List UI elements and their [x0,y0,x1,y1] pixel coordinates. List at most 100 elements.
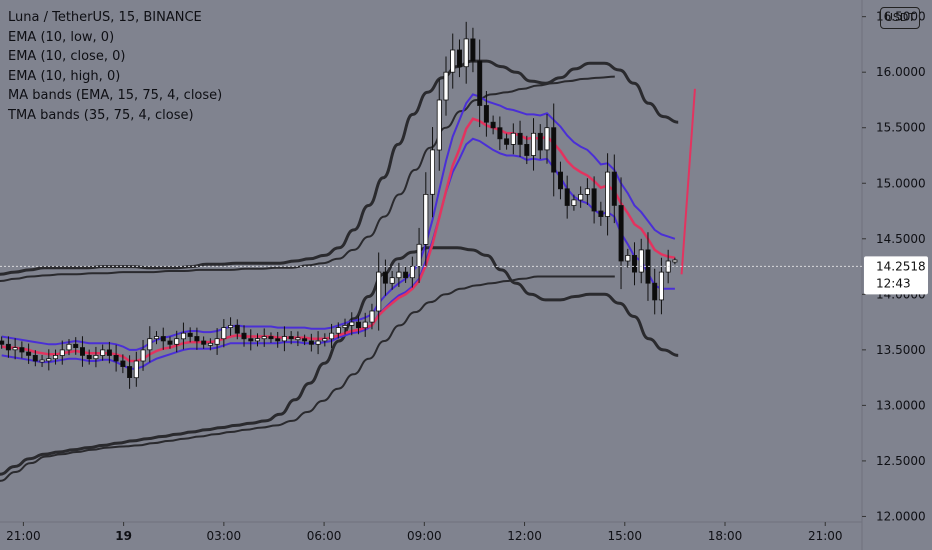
candle-body [443,71,449,101]
candle-body [241,332,247,340]
legend-ema-high[interactable]: EMA (10, high, 0) [8,68,121,84]
candle-body [551,127,557,173]
legend-tma-bands[interactable]: TMA bands (35, 75, 4, close) [8,107,194,123]
candle-body [228,324,234,328]
candle-body [19,347,25,353]
candle-body [167,340,173,345]
candle-body [517,132,523,145]
candle-body [605,171,611,217]
candle-body [598,210,604,217]
candle-body [409,266,415,279]
candle-body [73,343,79,348]
candle-body [80,347,86,356]
candle-body [32,354,38,362]
candle-body [524,143,530,156]
candle-body [483,105,489,123]
candle-body [403,271,409,279]
candle-body [456,49,462,68]
legend-symbol[interactable]: Luna / TetherUS, 15, BINANCE [8,10,202,25]
candle-body [39,359,45,363]
candle-body [625,254,631,262]
candle-body [389,277,395,284]
candle-body [531,132,537,156]
candle-body [322,338,328,342]
price-tick-label: 14.5000 [876,232,926,246]
candle-body [376,271,382,312]
candle-body [632,254,638,273]
time-tick-label: 15:00 [607,529,642,543]
candle-body [268,336,274,340]
current-price-value: 14.2518 [876,259,926,273]
candle-body [127,366,133,379]
candle-body [26,351,32,356]
candle-body [66,343,72,351]
time-tick-label: 03:00 [207,529,242,543]
time-tick-label: 18:00 [708,529,743,543]
candle-body [201,340,207,345]
candle-body [537,132,543,151]
candle-body [261,336,267,340]
candle-body [382,271,388,284]
candle-body [423,193,429,245]
candle-body [86,354,92,360]
chart-legend: Luna / TetherUS, 15, BINANCE EMA (10, lo… [8,8,222,125]
currency-unit-badge[interactable]: USDT [880,7,920,29]
candle-body [470,38,476,62]
candle-body [221,327,227,340]
candle-body [140,349,146,362]
candle-body [0,340,5,345]
candle-body [429,149,435,195]
candle-body [463,38,469,68]
candle-body [153,336,159,340]
candle-body [672,259,678,263]
candle-body [652,282,658,301]
candle-body [160,336,166,342]
price-tick-label: 15.0000 [876,176,926,190]
time-tick-label: 06:00 [307,529,342,543]
legend-ma-bands[interactable]: MA bands (EMA, 15, 75, 4, close) [8,88,223,103]
candle-body [308,340,314,345]
candle-body [490,121,496,129]
candle-body [591,188,597,212]
time-tick-label: 09:00 [407,529,442,543]
candle-body [584,188,590,195]
current-price-label-bg [864,256,928,295]
candle-body [46,358,52,362]
time-tick-label: 12:00 [507,529,542,543]
candle-body [571,199,577,206]
candle-body [436,99,442,151]
bar-countdown: 12:43 [876,276,911,290]
candle-body [295,337,301,341]
candle-body [611,171,617,206]
candle-body [53,354,59,360]
price-tick-label: 12.0000 [876,509,926,523]
candle-body [275,338,281,342]
candle-body [349,321,355,326]
time-tick-label: 21:00 [808,529,843,543]
price-tick-label: 15.5000 [876,121,926,135]
candle-body [564,188,570,206]
candle-body [288,336,294,340]
candle-body [329,332,335,340]
candle-body [578,193,584,201]
candle-body [214,338,220,345]
candle-body [369,310,375,323]
price-tick-label: 13.5000 [876,343,926,357]
candle-body [618,205,624,262]
candle-body [207,342,213,346]
candle-body [5,343,11,351]
candle-body [93,354,99,360]
candle-body [180,332,186,340]
price-tick-label: 13.0000 [876,398,926,412]
candle-body [355,321,361,329]
legend-ema-close[interactable]: EMA (10, close, 0) [8,49,126,64]
candle-body [510,132,516,145]
candle-body [450,49,456,73]
candle-body [544,127,550,151]
candle-body [194,336,200,342]
legend-ema-low[interactable]: EMA (10, low, 0) [8,29,115,45]
price-tick-label: 16.0000 [876,65,926,79]
candle-body [362,321,368,329]
candle-body [497,127,503,140]
